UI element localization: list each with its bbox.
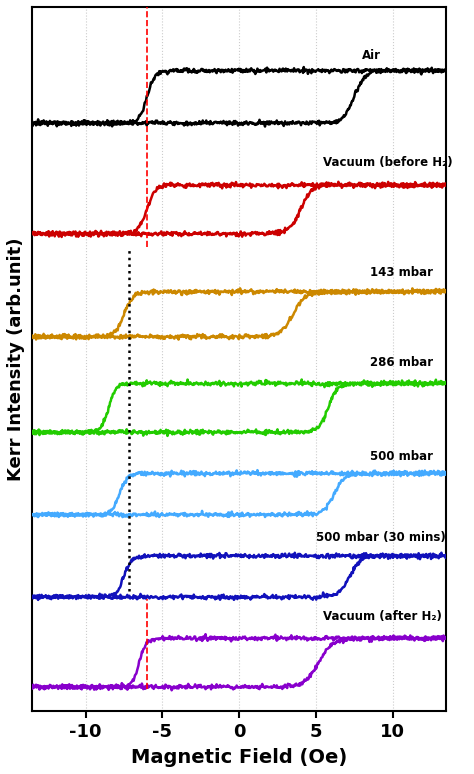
Y-axis label: Kerr Intensity (arb.unit): Kerr Intensity (arb.unit) [7,238,25,481]
Text: Vacuum (after H₂): Vacuum (after H₂) [323,610,442,622]
Text: 500 mbar (30 mins): 500 mbar (30 mins) [316,531,446,544]
Text: Vacuum (before H₂): Vacuum (before H₂) [323,156,453,170]
X-axis label: Magnetic Field (Oe): Magnetic Field (Oe) [131,748,347,767]
Text: 500 mbar: 500 mbar [370,450,433,463]
Text: 286 mbar: 286 mbar [370,356,433,369]
Text: Air: Air [362,50,381,62]
Text: 143 mbar: 143 mbar [370,266,433,279]
